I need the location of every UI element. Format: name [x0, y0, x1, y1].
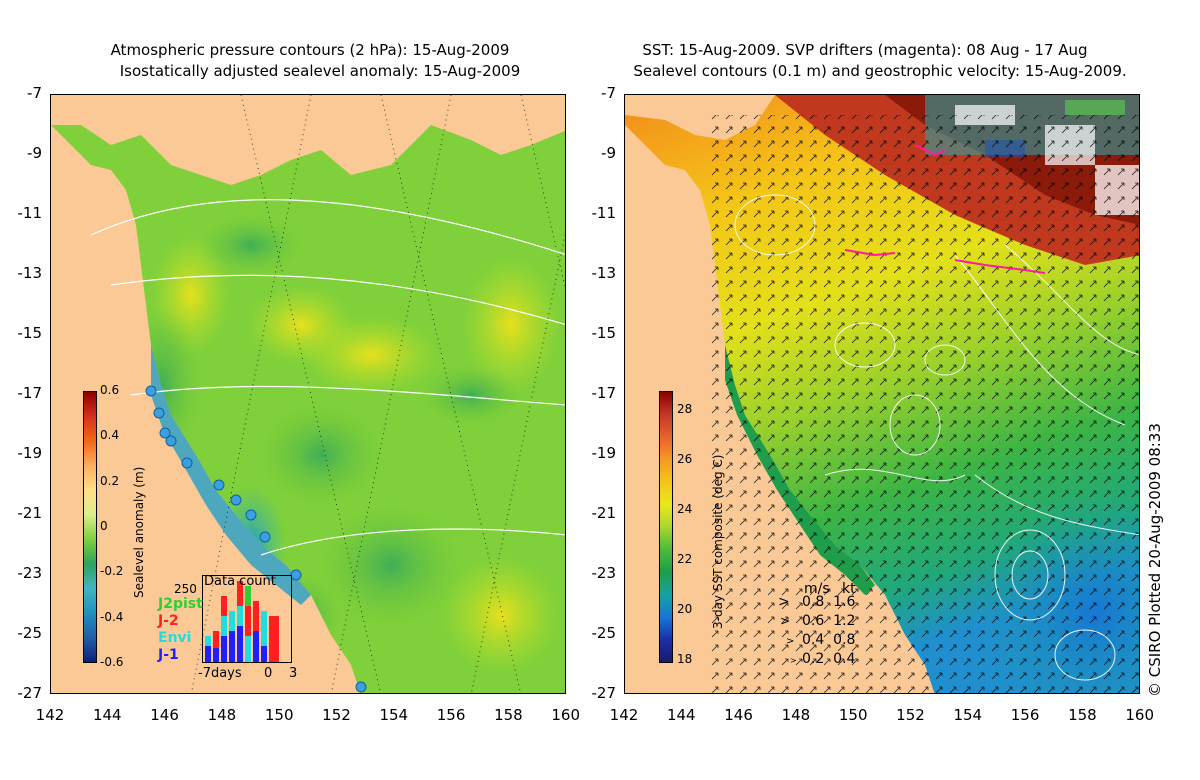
right-y-tick-10: -27 — [591, 684, 617, 702]
left-x-tick-3: 148 — [207, 706, 237, 724]
right-y-tick-3: -13 — [591, 264, 617, 282]
left-x-tick-5: 152 — [322, 706, 351, 724]
left-colorbar-tick-6: -0.6 — [100, 655, 124, 669]
left-y-tick-3: -13 — [17, 264, 43, 282]
right-y-tick-8: -23 — [591, 564, 617, 582]
left-y-tick-9: -25 — [17, 624, 43, 642]
left-x-tick-4: 150 — [264, 706, 294, 724]
right-x-tick-3: 148 — [781, 706, 811, 724]
right-y-tick-9: -25 — [591, 624, 617, 642]
right-y-tick-7: -21 — [591, 504, 617, 522]
left-title-line1: Atmospheric pressure contours (2 hPa): 1… — [110, 41, 510, 59]
data-count-legend: J2pist J-2 Envi J-1 — [158, 596, 203, 664]
data-count-max: 250 — [174, 582, 197, 596]
left-y-tick-1: -9 — [27, 144, 42, 162]
left-y-tick-10: -27 — [17, 684, 43, 702]
left-colorbar-tick-5: -0.4 — [100, 609, 124, 624]
right-colorbar-label: 3-day SST composite (deg C) — [711, 454, 725, 629]
right-x-tick-6: 154 — [953, 706, 983, 724]
left-map-panel — [50, 94, 566, 694]
sealevel-anomaly-map — [51, 95, 565, 693]
left-y-tick-5: -17 — [17, 384, 43, 402]
left-y-tick-7: -21 — [17, 504, 43, 522]
left-x-tick-6: 154 — [379, 706, 409, 724]
left-colorbar-tick-2: 0.2 — [100, 473, 120, 488]
data-count-xlabel-zero: 0 — [264, 666, 273, 681]
speed-key-header-ms: m/s — [804, 581, 830, 597]
right-y-tick-0: -7 — [601, 84, 616, 102]
right-y-tick-6: -19 — [591, 444, 617, 462]
speed-key-row-3: >0.4 0.8 — [786, 632, 856, 648]
left-y-tick-8: -23 — [17, 564, 43, 582]
left-y-tick-4: -15 — [17, 324, 43, 342]
sst-map — [625, 95, 1139, 693]
right-colorbar-tick-0: 28 — [677, 402, 693, 416]
data-count-xlabel-end: 3 — [289, 666, 298, 681]
right-x-tick-8: 158 — [1068, 706, 1097, 724]
right-colorbar-tick-4: 20 — [677, 602, 693, 616]
data-count-inset — [202, 575, 292, 663]
right-x-tick-4: 150 — [838, 706, 868, 724]
speed-key-row-1: >0.8 1.6 — [778, 594, 856, 610]
speed-key-row-2: >0.6 1.2 — [780, 613, 856, 629]
right-colorbar-tick-5: 18 — [677, 652, 693, 666]
left-title-line2: Isostatically adjusted sealevel anomaly:… — [119, 62, 521, 80]
right-x-tick-0: 142 — [609, 706, 639, 724]
right-title-line1: SST: 15-Aug-2009. SVP drifters (magenta)… — [642, 41, 1088, 59]
left-y-tick-0: -7 — [27, 84, 42, 102]
left-colorbar-tick-4: -0.2 — [100, 564, 124, 579]
right-map-panel — [624, 94, 1140, 694]
right-colorbar — [659, 391, 673, 663]
credit-text: © CSIRO Plotted 20-Aug-2009 08:33 — [1146, 423, 1164, 697]
left-y-tick-6: -19 — [17, 444, 43, 462]
right-title-line2: Sealevel contours (0.1 m) and geostrophi… — [633, 62, 1127, 80]
left-colorbar-tick-0: 0.6 — [100, 383, 120, 397]
right-x-tick-5: 152 — [896, 706, 925, 724]
speed-key-header-kt: kt — [842, 581, 856, 597]
left-colorbar-tick-3: 0 — [100, 519, 108, 533]
left-colorbar-label: Sealevel anomaly (m) — [132, 466, 146, 598]
data-count-bars — [205, 581, 279, 662]
right-y-tick-1: -9 — [601, 144, 616, 162]
left-x-tick-9: 160 — [551, 706, 580, 724]
right-colorbar-tick-1: 26 — [677, 452, 693, 466]
legend-j1: J-1 — [158, 647, 179, 663]
right-y-tick-4: -15 — [591, 324, 617, 342]
left-colorbar-tick-1: 0.4 — [100, 428, 120, 443]
left-x-tick-0: 142 — [35, 706, 65, 724]
left-x-tick-1: 144 — [92, 706, 122, 724]
right-x-tick-2: 146 — [724, 706, 753, 724]
legend-envi: Envi — [158, 630, 192, 646]
data-count-xlabel-start: -7days — [198, 666, 242, 681]
right-x-tick-1: 144 — [666, 706, 696, 724]
right-y-tick-5: -17 — [591, 384, 617, 402]
speed-key-row-4: >0.2 0.4 — [790, 651, 856, 667]
data-count-title: Data count — [204, 574, 276, 589]
left-x-tick-2: 146 — [150, 706, 179, 724]
left-colorbar — [83, 391, 97, 663]
legend-j2pist: J2pist — [158, 596, 203, 612]
left-x-tick-8: 158 — [494, 706, 523, 724]
right-x-tick-9: 160 — [1125, 706, 1154, 724]
right-colorbar-tick-2: 24 — [677, 502, 693, 516]
right-y-tick-2: -11 — [591, 204, 617, 222]
right-colorbar-tick-3: 22 — [677, 552, 693, 566]
left-y-tick-2: -11 — [17, 204, 43, 222]
left-x-tick-7: 156 — [436, 706, 466, 724]
legend-j2: J-2 — [158, 613, 179, 629]
right-x-tick-7: 156 — [1010, 706, 1040, 724]
